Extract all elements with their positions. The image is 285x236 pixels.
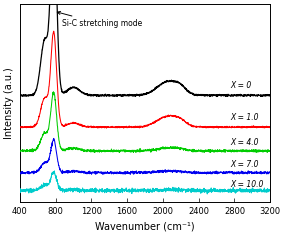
Text: X = 1.0: X = 1.0 [230, 113, 258, 122]
Text: X = 10.0: X = 10.0 [230, 180, 263, 189]
Text: X = 7.0: X = 7.0 [230, 160, 258, 169]
Text: X = 0: X = 0 [230, 81, 251, 90]
Y-axis label: Intensity (a.u.): Intensity (a.u.) [4, 67, 14, 139]
X-axis label: Wavenumber (cm⁻¹): Wavenumber (cm⁻¹) [95, 222, 195, 232]
Text: Si-C stretching mode: Si-C stretching mode [57, 11, 142, 29]
Text: X = 4.0: X = 4.0 [230, 139, 258, 148]
